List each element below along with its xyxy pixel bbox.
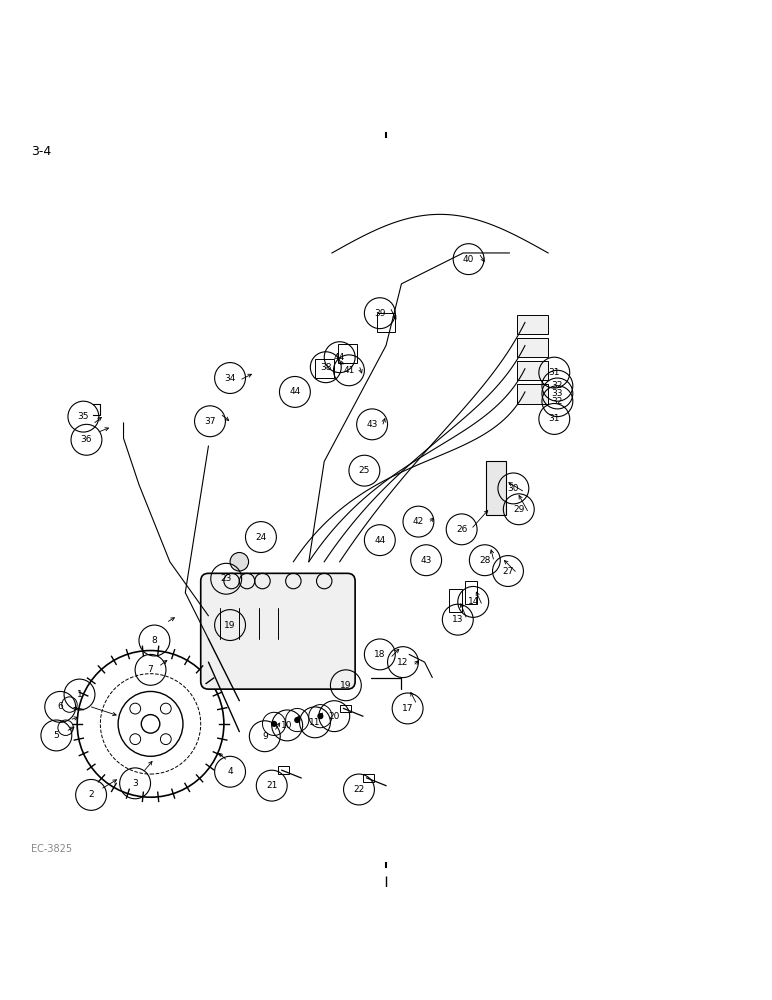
Text: 38: 38 [320, 363, 331, 372]
Text: 10: 10 [282, 721, 293, 730]
Text: 20: 20 [329, 712, 340, 721]
Text: 34: 34 [225, 374, 235, 383]
Text: 29: 29 [513, 505, 524, 514]
Text: 44: 44 [334, 353, 345, 362]
Text: 1: 1 [76, 690, 83, 699]
Text: 44: 44 [290, 387, 300, 396]
FancyBboxPatch shape [201, 573, 355, 689]
Bar [377, 313, 395, 332]
Text: 19: 19 [225, 621, 235, 630]
Text: 7: 7 [147, 665, 154, 674]
Text: 41: 41 [344, 366, 354, 375]
Text: 2: 2 [88, 790, 94, 799]
Bar [517, 361, 548, 380]
Text: 31: 31 [549, 414, 560, 423]
Text: 43: 43 [367, 420, 378, 429]
Text: 6: 6 [57, 702, 63, 711]
Text: 18: 18 [374, 650, 385, 659]
Bar [486, 461, 506, 515]
Text: 26: 26 [456, 525, 467, 534]
Text: 24: 24 [256, 533, 266, 542]
Text: 36: 36 [81, 435, 92, 444]
Text: EC-3825: EC-3825 [31, 844, 72, 854]
Text: 35: 35 [78, 412, 89, 421]
Text: 42: 42 [413, 517, 424, 526]
Text: 9: 9 [262, 732, 268, 741]
Text: 3: 3 [132, 779, 138, 788]
Text: 3-4: 3-4 [31, 145, 51, 158]
Text: 33: 33 [552, 389, 563, 398]
Bar [338, 344, 357, 363]
Circle shape [230, 552, 249, 571]
Text: 12: 12 [398, 658, 408, 667]
Circle shape [294, 717, 300, 723]
Circle shape [141, 715, 160, 733]
Text: 44: 44 [374, 536, 385, 545]
Bar [340, 705, 351, 712]
Text: 32: 32 [552, 381, 563, 390]
Text: 4: 4 [227, 767, 233, 776]
Bar [465, 581, 477, 604]
Text: 40: 40 [463, 255, 474, 264]
Bar [517, 384, 548, 403]
Text: 39: 39 [374, 309, 385, 318]
Text: 37: 37 [205, 417, 215, 426]
Circle shape [317, 713, 323, 719]
Text: 5: 5 [53, 731, 59, 740]
Bar [278, 766, 290, 774]
Text: 13: 13 [452, 615, 463, 624]
Bar [449, 589, 462, 612]
Text: 25: 25 [359, 466, 370, 475]
Bar [363, 774, 374, 782]
Text: 31: 31 [549, 368, 560, 377]
Bar [315, 359, 334, 378]
Text: 32: 32 [552, 397, 563, 406]
Text: 22: 22 [354, 785, 364, 794]
Text: 30: 30 [508, 484, 519, 493]
Text: 21: 21 [266, 781, 277, 790]
Text: 23: 23 [221, 574, 232, 583]
Text: 28: 28 [479, 556, 490, 565]
Text: 19: 19 [340, 681, 351, 690]
Bar [517, 338, 548, 357]
Bar [517, 315, 548, 334]
Text: 17: 17 [402, 704, 413, 713]
Text: 11: 11 [310, 718, 320, 727]
Text: 43: 43 [421, 556, 432, 565]
Text: 14: 14 [468, 597, 479, 606]
Text: 8: 8 [151, 636, 157, 645]
Circle shape [271, 721, 277, 727]
Text: 27: 27 [503, 567, 513, 576]
